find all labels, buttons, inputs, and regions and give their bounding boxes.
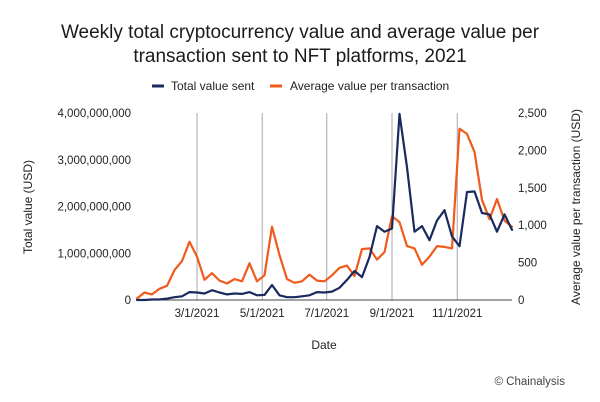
series-line-average-value-per-transaction [135,127,514,300]
x-axis-title: Date [311,338,337,352]
right-tick-label: 1,500 [518,183,547,195]
x-tick-label: 11/1/2021 [432,308,482,320]
series-lines [135,112,514,302]
x-axis-ticks: 3/1/2021 5/1/2021 7/1/2021 9/1/2021 11/1/202… [175,308,483,320]
x-tick-label: 5/1/2021 [240,308,285,320]
x-tick-label: 7/1/2021 [304,308,349,320]
grid [137,113,512,301]
right-tick-label: 1,000 [518,220,547,232]
chainalysis-credit: © Chainalysis [495,376,566,388]
left-tick-label: 3,000,000,000 [57,155,131,167]
left-axis-ticks: 0 1,000,000,000 2,000,000,000 3,000,000,000… [57,108,131,307]
right-tick-label: 2,000 [518,145,547,157]
chart-title-line-1: Weekly total cryptocurrency value and av… [61,22,540,43]
right-tick-label: 2,500 [518,108,547,120]
legend-label-total-value: Total value sent [171,79,255,93]
left-tick-label: 2,000,000,000 [57,202,131,214]
left-tick-label: 0 [125,295,131,307]
x-tick-label: 3/1/2021 [175,308,220,320]
left-tick-label: 4,000,000,000 [57,108,131,120]
right-tick-label: 500 [518,258,537,270]
right-tick-label: 0 [518,295,524,307]
chart-title-line-2: transaction sent to NFT platforms, 2021 [133,46,466,67]
series-line-total-value-sent [135,112,514,302]
legend-label-average-value: Average value per transaction [290,79,449,93]
x-tick-label: 9/1/2021 [370,308,415,320]
left-tick-label: 1,000,000,000 [57,248,131,260]
left-axis-title: Total value (USD) [21,160,35,254]
right-axis-ticks: 0 500 1,000 1,500 2,000 2,500 [518,108,547,307]
right-axis-title: Average value per transaction (USD) [569,109,583,305]
legend: Total value sent Average value per trans… [152,79,449,93]
